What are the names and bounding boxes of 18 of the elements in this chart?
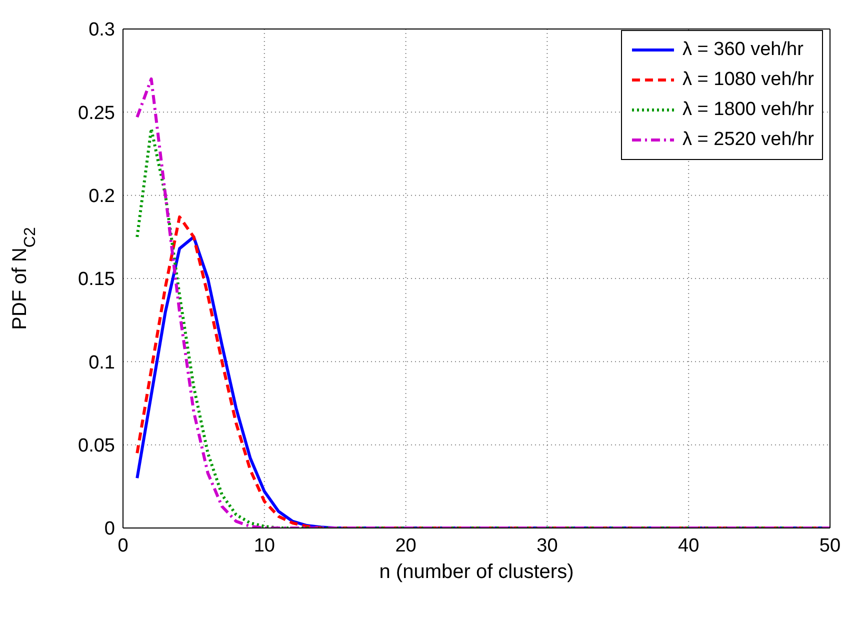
x-tick-label: 0 [118, 535, 128, 556]
y-tick-label: 0.15 [78, 269, 115, 290]
x-tick-label: 20 [395, 535, 416, 556]
y-tick-label: 0.3 [88, 20, 115, 41]
y-tick-label: 0 [104, 518, 115, 540]
legend-label: λ = 1080 veh/hr [682, 69, 814, 91]
x-tick-label: 40 [678, 535, 700, 556]
legend-label: λ = 2520 veh/hr [682, 129, 814, 151]
x-tick-label: 30 [536, 535, 558, 556]
y-tick-label: 0.1 [88, 352, 115, 374]
x-tick-label: 10 [254, 535, 275, 556]
legend-label: λ = 1800 veh/hr [682, 99, 814, 121]
y-tick-label: 0.05 [78, 436, 115, 457]
y-tick-label: 0.25 [78, 102, 115, 124]
legend-label: λ = 360 veh/hr [682, 39, 804, 61]
x-tick-label: 50 [819, 535, 841, 556]
y-tick-label: 0.2 [88, 186, 115, 208]
x-axis-title: n (number of clusters) [379, 561, 574, 583]
